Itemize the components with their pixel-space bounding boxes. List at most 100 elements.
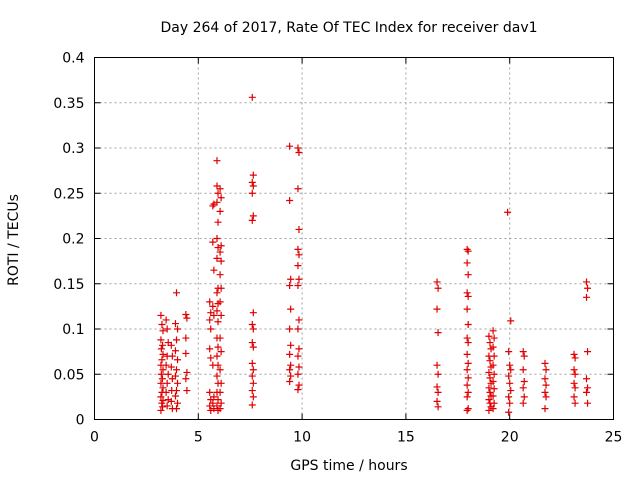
data-point-marker (463, 289, 471, 297)
data-point-marker (542, 366, 550, 374)
data-point-marker (433, 397, 441, 405)
data-point-marker (248, 359, 256, 367)
data-point-marker (182, 334, 190, 342)
data-point-marker (213, 254, 221, 262)
data-point-marker (209, 302, 217, 310)
data-point-marker (463, 366, 471, 374)
data-point-marker (206, 345, 214, 353)
data-point-marker (216, 271, 224, 279)
data-point-marker (210, 311, 218, 319)
x-axis-label: GPS time / hours (290, 458, 407, 474)
data-point-marker (286, 366, 294, 374)
data-point-marker (159, 384, 167, 392)
data-point-marker (210, 266, 218, 274)
data-point-marker (433, 361, 441, 369)
data-point-marker (173, 405, 181, 413)
data-point-marker (287, 372, 295, 380)
data-point-marker (157, 311, 165, 319)
data-point-marker (506, 379, 514, 387)
data-point-marker (248, 387, 256, 395)
data-point-marker (505, 372, 513, 380)
data-point-marker (182, 375, 190, 383)
data-point-marker (506, 399, 514, 407)
data-point-marker (541, 405, 549, 413)
data-point-marker (434, 370, 442, 378)
data-point-marker (216, 405, 224, 413)
data-point-marker (464, 271, 472, 279)
data-point-marker (489, 377, 497, 385)
data-point-marker (583, 278, 591, 286)
data-point-marker (206, 316, 214, 324)
data-point-marker (434, 284, 442, 292)
data-point-marker (295, 316, 303, 324)
y-tick-label: 0.25 (53, 186, 84, 202)
data-point-marker (209, 399, 217, 407)
data-point-marker (295, 275, 303, 283)
data-point-marker (213, 198, 221, 206)
data-point-marker (173, 366, 181, 374)
data-point-marker (157, 370, 165, 378)
data-point-marker (216, 185, 224, 193)
data-point-marker (490, 399, 498, 407)
y-tick-label: 0.3 (62, 141, 84, 157)
x-tick-label: 25 (605, 430, 623, 446)
data-point-marker (248, 189, 256, 197)
data-point-marker (295, 381, 303, 389)
data-point-marker (173, 336, 181, 344)
data-point-marker (584, 284, 592, 292)
data-point-marker (249, 212, 257, 220)
data-point-marker (164, 370, 172, 378)
data-point-marker (505, 348, 513, 356)
data-point-marker (213, 289, 221, 297)
data-point-marker (519, 348, 527, 356)
data-point-marker (507, 387, 515, 395)
data-point-marker (209, 238, 217, 246)
data-point-marker (182, 311, 190, 319)
data-point-marker (464, 320, 472, 328)
data-point-marker (433, 305, 441, 313)
data-point-marker (183, 314, 191, 322)
x-tick-label: 20 (501, 430, 519, 446)
data-point-marker (157, 406, 165, 414)
data-point-marker (213, 157, 221, 165)
data-point-marker (433, 278, 441, 286)
data-point-marker (570, 350, 578, 358)
data-point-marker (249, 309, 257, 317)
data-point-marker (490, 352, 498, 360)
data-point-marker (485, 384, 493, 392)
data-point-marker (216, 366, 224, 374)
data-point-marker (463, 350, 471, 358)
data-point-marker (295, 225, 303, 233)
data-point-marker (157, 336, 165, 344)
data-point-marker (248, 372, 256, 380)
y-tick-labels: 0 0.05 0.1 0.15 0.2 0.25 0.3 0.35 0.4 (53, 51, 84, 429)
data-point-marker (167, 397, 175, 405)
data-point-marker (520, 352, 528, 360)
data-point-marker (217, 194, 225, 202)
data-point-marker (295, 345, 303, 353)
y-axis-label: ROTI / TECUs (6, 194, 22, 286)
data-point-marker (571, 370, 579, 378)
data-point-marker (541, 359, 549, 367)
data-point-marker (168, 352, 176, 360)
data-point-marker (286, 282, 294, 290)
data-point-marker (486, 357, 494, 365)
data-point-marker (464, 388, 472, 396)
data-point-marker (171, 347, 179, 355)
data-point-marker (584, 384, 592, 392)
data-point-marker (583, 388, 591, 396)
data-point-marker (174, 379, 182, 387)
data-point-marker (171, 320, 179, 328)
data-point-marker (249, 366, 257, 374)
data-point-marker (294, 245, 302, 253)
data-point-marker (434, 388, 442, 396)
data-point-marker (216, 248, 224, 256)
data-point-marker (217, 242, 225, 250)
data-point-marker (214, 396, 222, 404)
data-point-marker (463, 334, 471, 342)
data-point-marker (489, 361, 497, 369)
data-point-marker (287, 305, 295, 313)
data-point-marker (294, 144, 302, 152)
data-point-marker (294, 282, 302, 290)
